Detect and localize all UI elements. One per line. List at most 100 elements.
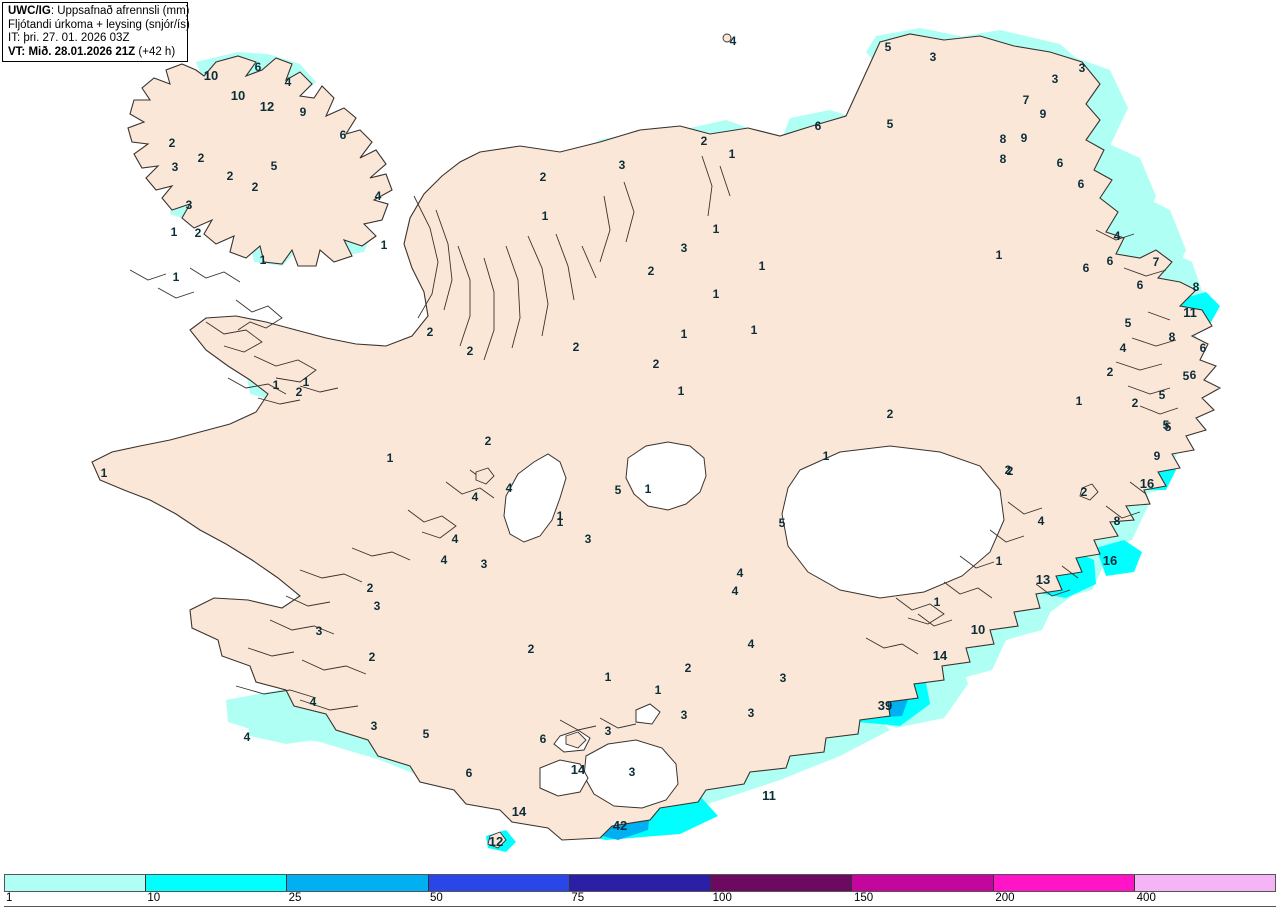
runoff-value-label: 2 (466, 344, 474, 358)
runoff-value-label: 3 (680, 708, 688, 722)
runoff-value-label: 1 (380, 238, 388, 252)
legend-swatch[interactable] (1134, 875, 1275, 891)
runoff-value-label: 2 (168, 136, 176, 150)
glacier-vatnajokull (781, 445, 1005, 599)
offshore-islands (475, 33, 1099, 849)
runoff-value-label: 2 (1080, 485, 1088, 499)
glacier-langjokull (503, 453, 567, 543)
runoff-value-label: 2 (197, 151, 205, 165)
info-init-time: IT: þri. 27. 01. 2026 03Z (8, 32, 130, 45)
runoff-value-label: 1 (1075, 394, 1083, 408)
valid-time-label: VT: Mið. 28.01.2026 21Z (8, 45, 136, 58)
runoff-value-label: 3 (929, 50, 937, 64)
runoff-value-label: 6 (1189, 368, 1197, 382)
legend-tick: 10 (147, 892, 161, 904)
runoff-value-label: 1 (822, 449, 830, 463)
runoff-value-label: 8 (1168, 330, 1176, 344)
runoff-value-label: 9 (299, 105, 307, 119)
legend-swatch[interactable] (5, 875, 147, 891)
product-code: UWC/IG (8, 5, 51, 17)
runoff-value-label: 2 (226, 169, 234, 183)
glacier-hofsjokull (625, 441, 707, 511)
runoff-value-label: 3 (171, 160, 179, 174)
runoff-value-label: 2 (1004, 463, 1012, 477)
runoff-value-label: 6 (254, 60, 262, 74)
runoff-value-label: 8 (999, 152, 1007, 166)
legend-swatch[interactable] (569, 875, 712, 891)
runoff-value-label: 2 (426, 325, 434, 339)
runoff-value-label: 11 (762, 788, 776, 803)
legend-swatch[interactable] (993, 875, 1135, 891)
legend-swatch[interactable] (711, 875, 853, 891)
runoff-value-label: 1 (750, 323, 758, 337)
runoff-value-label: 4 (736, 566, 744, 580)
runoff-value-label: 2 (647, 264, 655, 278)
legend-tick-labels: 1 10 25 50 75 100 150 200 400 (4, 892, 1276, 908)
runoff-value-label: 14 (511, 804, 527, 819)
legend-tick: 100 (712, 892, 732, 904)
legend-swatch[interactable] (852, 875, 994, 891)
runoff-value-label: 3 (604, 724, 612, 738)
runoff-value-label: 3 (370, 719, 378, 733)
runoff-value-label: 4 (374, 189, 382, 203)
runoff-value-label: 7 (1022, 93, 1030, 107)
runoff-value-label: 16 (1102, 553, 1118, 568)
info-title-line: UWC/IG: Uppsafnað afrennsli (mm) (8, 5, 190, 19)
legend-swatch[interactable] (146, 875, 288, 891)
legend-tick: 150 (854, 892, 874, 904)
runoff-value-label: 3 (1051, 72, 1059, 86)
runoff-value-label: 5 (1164, 420, 1172, 434)
runoff-value-label: 7 (1152, 255, 1160, 269)
runoff-value-label: 1 (644, 482, 652, 496)
landmass (91, 33, 1222, 841)
runoff-value-label: 1 (712, 287, 720, 301)
legend-tick: 400 (1136, 892, 1156, 904)
runoff-value-label: 1 (556, 515, 564, 529)
runoff-value-label: 3 (618, 158, 626, 172)
runoff-value-label: 5 (1162, 418, 1170, 432)
runoff-value-label: 1 (170, 225, 178, 239)
runoff-value-label: 4 (243, 730, 251, 744)
runoff-value-label: 3 (480, 557, 488, 571)
runoff-value-label: 1 (933, 595, 941, 609)
runoff-value-label: 2 (886, 407, 894, 421)
runoff-value-label: 5 (614, 483, 622, 497)
runoff-value-label: 16 (1139, 476, 1155, 491)
runoff-value-label: 4 (284, 75, 292, 89)
runoff-value-label: 5 (1182, 369, 1190, 383)
runoff-value-label: 2 (684, 661, 692, 675)
runoff-value-label: 10 (203, 68, 219, 83)
map-canvas[interactable]: 10 6 4 10 12 9 6 2 3 2 5 2 3 2 1 2 4 1 1 1 1 2 1 1 1 2 2 2 4 4 4 4 3 1 3 5 1… (0, 0, 1280, 868)
runoff-value-label: 6 (1136, 278, 1144, 292)
runoff-value-label: 5 (886, 117, 894, 131)
runoff-value-label: 3 (315, 624, 323, 638)
runoff-value-label: 6 (1077, 177, 1085, 191)
iceland-runoff-map (91, 28, 1222, 852)
runoff-value-label: 4 (747, 637, 755, 651)
legend-tick: 50 (430, 892, 443, 904)
runoff-value-label: 3 (185, 198, 193, 212)
runoff-value-label: 4 (451, 532, 459, 546)
runoff-value-label: 2 (1106, 365, 1114, 379)
legend-tick: 200 (995, 892, 1015, 904)
runoff-value-label: 6 (1106, 254, 1114, 268)
color-legend: 1 10 25 50 75 100 150 200 400 (0, 868, 1280, 908)
runoff-value-label: 1 (172, 270, 180, 284)
legend-color-bar[interactable] (4, 874, 1276, 892)
runoff-value-label: 5 (270, 159, 278, 173)
runoff-value-label: 12 (488, 834, 504, 849)
runoff-value-label: 3 (1078, 61, 1086, 75)
runoff-value-label: 10 (230, 88, 246, 103)
runoff-value-label: 4 (1119, 341, 1127, 355)
runoff-value-label: 6 (539, 732, 547, 746)
runoff-value-label: 9 (1153, 449, 1161, 463)
product-title: : Uppsafnað afrennsli (mm) (50, 5, 190, 17)
runoff-value-label: 4 (729, 34, 737, 48)
runoff-value-label: 4 (731, 584, 739, 598)
legend-swatch[interactable] (428, 875, 570, 891)
runoff-value-label: 9 (1039, 107, 1047, 121)
legend-swatch[interactable] (287, 875, 429, 891)
runoff-value-label: 1 (556, 509, 564, 523)
runoff-value-label: 10 (970, 622, 986, 637)
